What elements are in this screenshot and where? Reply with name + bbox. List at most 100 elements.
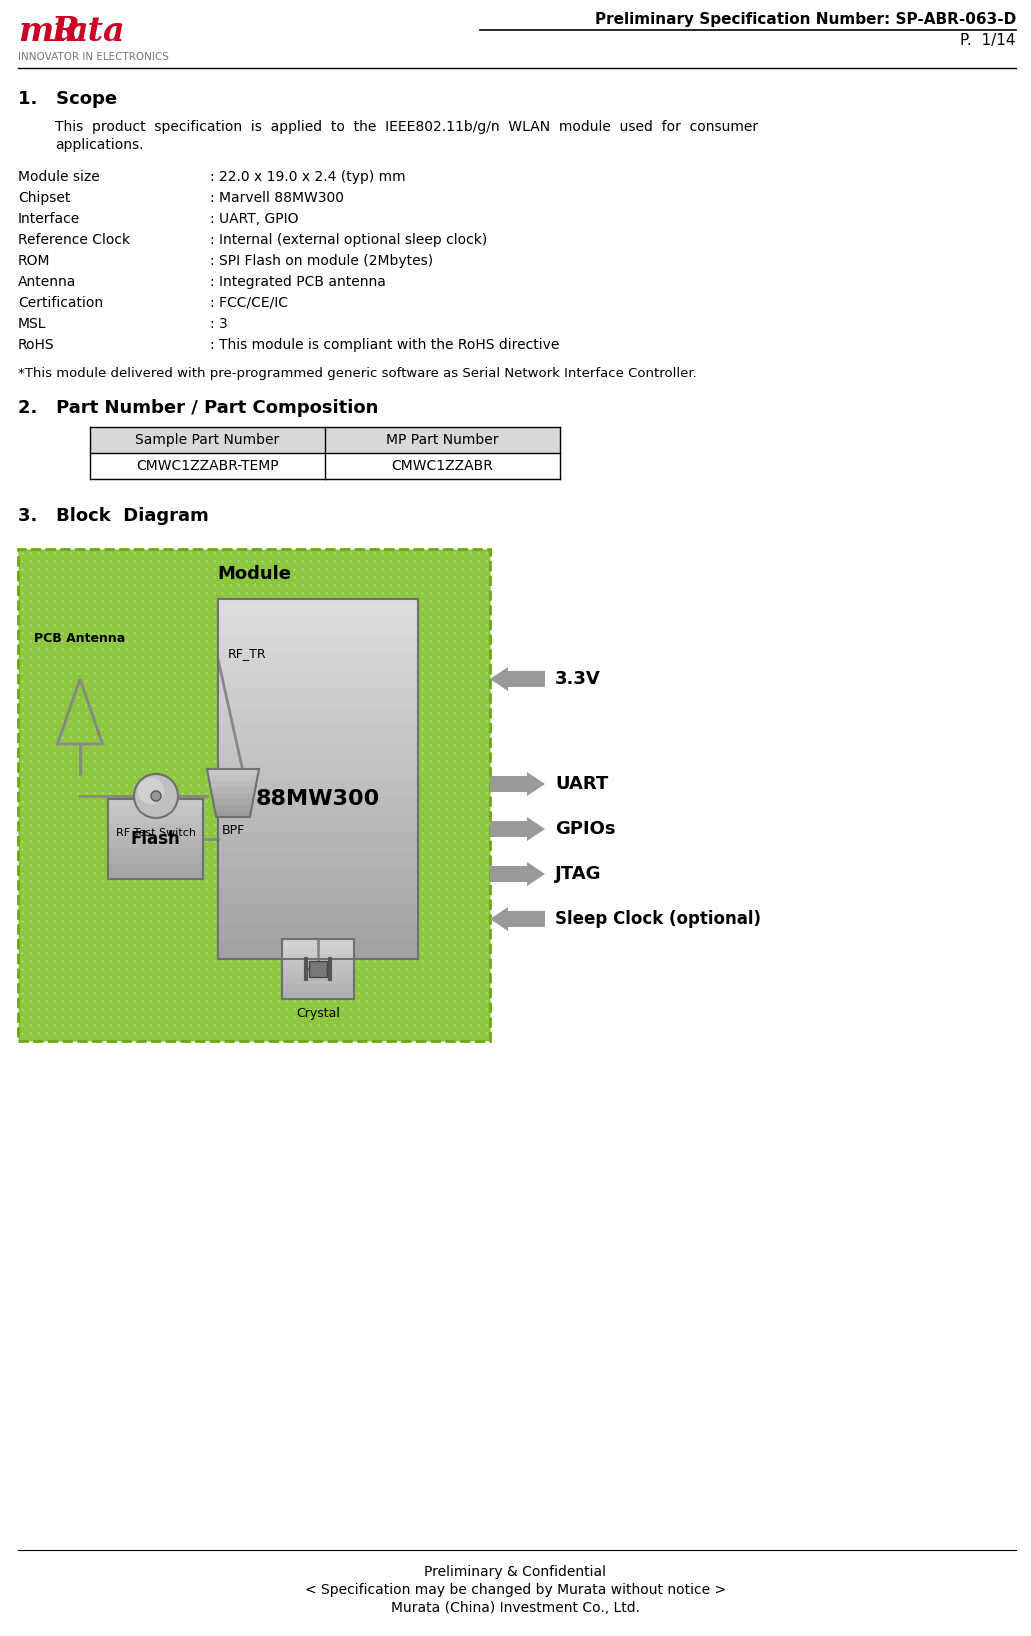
Polygon shape — [490, 667, 508, 690]
Text: UART: UART — [555, 775, 608, 793]
Text: ROM: ROM — [18, 254, 51, 268]
Text: : Internal (external optional sleep clock): : Internal (external optional sleep cloc… — [210, 232, 488, 247]
Text: RF Test Switch: RF Test Switch — [117, 828, 196, 838]
Text: CMWC1ZZABR: CMWC1ZZABR — [392, 460, 494, 473]
Bar — [218, 815, 418, 833]
Bar — [282, 954, 354, 962]
Text: Chipset: Chipset — [18, 191, 70, 204]
Bar — [282, 939, 354, 1000]
Bar — [108, 823, 203, 831]
Text: RF_TR: RF_TR — [228, 648, 267, 661]
Text: Reference Clock: Reference Clock — [18, 232, 130, 247]
Circle shape — [134, 774, 178, 818]
Bar — [282, 962, 354, 969]
Bar — [218, 689, 418, 707]
Text: P.  1/14: P. 1/14 — [961, 33, 1016, 47]
Bar — [282, 969, 354, 977]
Text: : This module is compliant with the RoHS directive: : This module is compliant with the RoHS… — [210, 339, 560, 352]
Bar — [90, 427, 560, 453]
Bar — [218, 833, 418, 851]
Bar — [218, 599, 418, 617]
Bar — [218, 743, 418, 761]
Polygon shape — [209, 780, 257, 787]
Bar — [218, 725, 418, 743]
Bar — [218, 797, 418, 815]
Text: Sample Part Number: Sample Part Number — [135, 434, 279, 447]
Text: CMWC1ZZABR-TEMP: CMWC1ZZABR-TEMP — [136, 460, 278, 473]
Text: MP Part Number: MP Part Number — [387, 434, 499, 447]
Bar — [508, 671, 545, 687]
Bar — [218, 707, 418, 725]
Text: Sleep Clock (optional): Sleep Clock (optional) — [555, 910, 761, 928]
Text: Module size: Module size — [18, 170, 100, 183]
Bar — [218, 905, 418, 923]
Polygon shape — [527, 862, 545, 887]
Text: applications.: applications. — [55, 137, 143, 152]
Bar — [282, 991, 354, 1000]
Text: INNOVATOR IN ELECTRONICS: INNOVATOR IN ELECTRONICS — [18, 52, 169, 62]
Polygon shape — [210, 787, 256, 793]
Bar — [218, 851, 418, 869]
Ellipse shape — [151, 790, 161, 802]
Text: Antenna: Antenna — [18, 275, 76, 290]
Bar — [218, 923, 418, 941]
Bar — [218, 761, 418, 779]
Bar — [282, 947, 354, 954]
Bar — [282, 983, 354, 991]
Bar — [108, 847, 203, 856]
Bar — [108, 798, 203, 879]
Bar — [218, 671, 418, 689]
Text: MSL: MSL — [18, 317, 46, 330]
Text: Module: Module — [217, 564, 291, 582]
Text: 1.   Scope: 1. Scope — [18, 90, 118, 108]
Text: Preliminary & Confidential: Preliminary & Confidential — [425, 1566, 606, 1579]
Text: Preliminary Specification Number: SP-ABR-063-D: Preliminary Specification Number: SP-ABR… — [595, 11, 1016, 28]
Text: : Integrated PCB antenna: : Integrated PCB antenna — [210, 275, 386, 290]
Text: ata: ata — [67, 15, 126, 47]
Text: Crystal: Crystal — [296, 1006, 340, 1019]
Text: 2.   Part Number / Part Composition: 2. Part Number / Part Composition — [18, 399, 378, 417]
Polygon shape — [490, 906, 508, 931]
Bar — [90, 453, 560, 479]
Text: : UART, GPIO: : UART, GPIO — [210, 213, 299, 226]
Text: Interface: Interface — [18, 213, 80, 226]
Text: : 22.0 x 19.0 x 2.4 (typ) mm: : 22.0 x 19.0 x 2.4 (typ) mm — [210, 170, 405, 183]
Text: PCB Antenna: PCB Antenna — [34, 633, 126, 646]
Bar — [108, 807, 203, 815]
Bar — [108, 864, 203, 870]
Bar — [108, 839, 203, 847]
Bar — [108, 815, 203, 823]
Text: Certification: Certification — [18, 296, 103, 309]
Text: This  product  specification  is  applied  to  the  IEEE802.11b/g/n  WLAN  modul: This product specification is applied to… — [55, 119, 758, 134]
Circle shape — [138, 777, 164, 805]
Bar — [282, 977, 354, 983]
Bar — [108, 798, 203, 807]
Bar — [18, 550, 490, 1040]
Bar — [218, 869, 418, 887]
Bar — [218, 617, 418, 635]
Bar — [218, 941, 418, 959]
Text: R: R — [52, 15, 79, 47]
Polygon shape — [213, 805, 253, 811]
Text: 3.3V: 3.3V — [555, 671, 601, 689]
Bar — [108, 856, 203, 864]
Text: JTAG: JTAG — [555, 865, 601, 883]
Text: *This module delivered with pre-programmed generic software as Serial Network In: *This module delivered with pre-programm… — [18, 366, 697, 380]
Text: Murata (China) Investment Co., Ltd.: Murata (China) Investment Co., Ltd. — [391, 1602, 640, 1615]
Polygon shape — [527, 772, 545, 797]
Bar — [218, 653, 418, 671]
Polygon shape — [208, 775, 258, 780]
Text: : Marvell 88MW300: : Marvell 88MW300 — [210, 191, 344, 204]
Polygon shape — [207, 769, 259, 775]
Bar — [490, 775, 527, 792]
Bar — [218, 599, 418, 959]
Bar — [508, 911, 545, 928]
Text: < Specification may be changed by Murata without notice >: < Specification may be changed by Murata… — [305, 1584, 726, 1597]
Bar — [218, 779, 418, 797]
Polygon shape — [214, 811, 251, 816]
Text: : 3: : 3 — [210, 317, 228, 330]
Text: GPIOs: GPIOs — [555, 820, 616, 838]
Bar — [490, 865, 527, 882]
Text: RoHS: RoHS — [18, 339, 55, 352]
Bar — [218, 887, 418, 905]
